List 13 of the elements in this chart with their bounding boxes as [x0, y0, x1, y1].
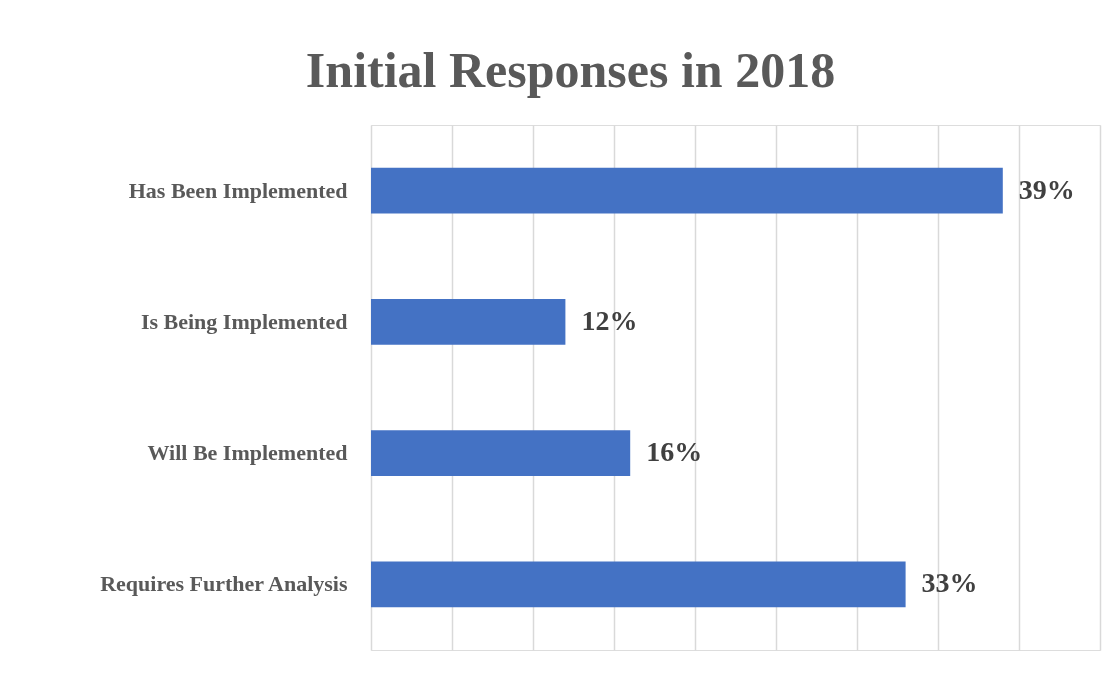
y-tick-label: Has Been Implemented	[128, 177, 348, 203]
y-tick-label: Requires Further Analysis	[100, 571, 348, 597]
bar	[371, 298, 566, 345]
bar	[371, 561, 906, 608]
y-tick-label: Will Be Implemented	[147, 440, 348, 466]
bar	[371, 430, 631, 477]
y-tick-label: Is Being Implemented	[140, 308, 348, 334]
bar	[371, 167, 1003, 214]
data-label: 12%	[581, 304, 638, 336]
data-label: 39%	[1018, 173, 1075, 205]
data-label: 16%	[646, 436, 703, 468]
chart-title: Initial Responses in 2018	[305, 42, 836, 98]
data-label: 33%	[921, 567, 978, 599]
